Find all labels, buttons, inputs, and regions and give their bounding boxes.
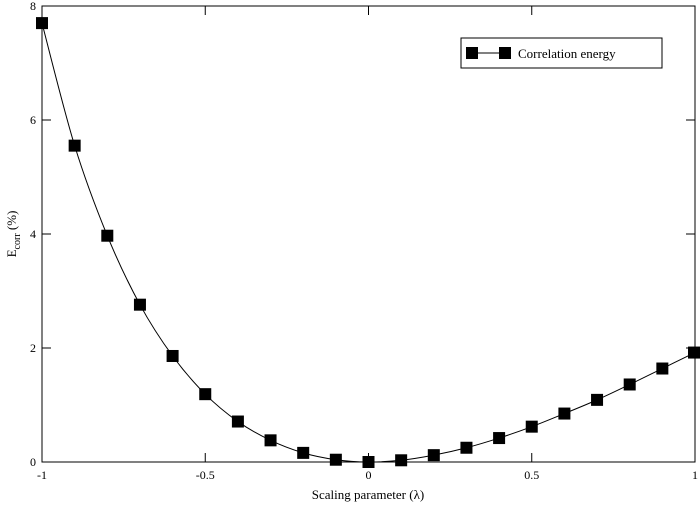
data-point bbox=[427, 449, 440, 462]
data-point bbox=[623, 378, 636, 391]
data-point bbox=[133, 298, 146, 311]
x-axis-title: Scaling parameter (λ) bbox=[312, 487, 424, 502]
y-axis-title-suffix: (%) bbox=[4, 211, 19, 234]
plot-frame bbox=[41, 5, 696, 463]
data-point bbox=[101, 229, 114, 242]
y-tick-label: 6 bbox=[30, 113, 36, 127]
data-point bbox=[656, 362, 669, 375]
x-tick-label: -1 bbox=[37, 468, 47, 482]
legend-label: Correlation energy bbox=[518, 46, 616, 61]
x-tick-label: 1 bbox=[692, 468, 698, 482]
y-tick-label: 2 bbox=[30, 341, 36, 355]
series-markers bbox=[36, 17, 700, 468]
data-point bbox=[264, 434, 277, 447]
data-point bbox=[460, 441, 473, 454]
y-axis-title: Ecorr (%) bbox=[4, 211, 23, 258]
y-axis-title-subscript: corr bbox=[12, 233, 23, 250]
data-point bbox=[558, 407, 571, 420]
y-tick-label: 8 bbox=[30, 0, 36, 13]
x-tick-label: 0 bbox=[366, 468, 372, 482]
data-point bbox=[688, 346, 700, 359]
data-point bbox=[199, 388, 212, 401]
data-point bbox=[525, 420, 538, 433]
x-tick-label: -0.5 bbox=[196, 468, 215, 482]
data-point bbox=[68, 139, 81, 152]
legend: Correlation energy bbox=[460, 37, 663, 69]
legend-marker-square bbox=[499, 47, 511, 59]
data-point bbox=[395, 454, 408, 467]
y-tick-label: 0 bbox=[30, 455, 36, 469]
data-point bbox=[362, 456, 375, 468]
legend-marker-square bbox=[466, 47, 478, 59]
data-point bbox=[297, 446, 310, 459]
data-point bbox=[36, 17, 48, 30]
x-axis: -1 -0.5 0 0.5 1 bbox=[37, 6, 698, 482]
data-point bbox=[591, 393, 604, 406]
y-tick-label: 4 bbox=[30, 227, 36, 241]
data-point bbox=[166, 349, 179, 362]
x-tick-label: 0.5 bbox=[524, 468, 539, 482]
y-axis-title-main: E bbox=[4, 249, 19, 257]
data-point bbox=[231, 415, 244, 428]
data-point bbox=[493, 432, 506, 445]
series-line-correlation-energy bbox=[41, 22, 696, 463]
data-point bbox=[329, 453, 342, 466]
